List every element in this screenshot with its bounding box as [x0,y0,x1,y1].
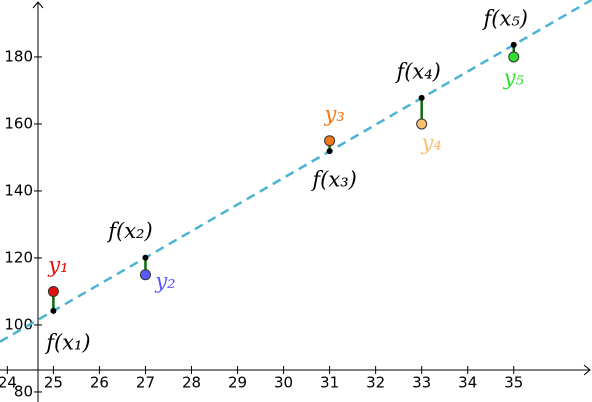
x-tick-label: 33 [412,374,431,392]
x-tick-label: 31 [320,374,339,392]
fitted-label: f(x₄) [394,59,440,83]
fitted-label: f(x₁) [44,330,90,354]
observed-label: y₅ [503,65,525,89]
observed-label: y₂ [154,269,175,293]
fitted-label: f(x₅) [482,6,528,30]
observed-label: y₁ [47,253,68,277]
x-tick-label: 35 [504,374,523,392]
x-tick-label: 30 [274,374,293,392]
observed-point [324,135,336,147]
observed-point [139,269,151,281]
observed-point [416,118,428,130]
x-tick-label: 32 [366,374,385,392]
fitted-label: f(x₃) [310,168,356,192]
y-axis-arrow [32,1,44,9]
x-tick-label: 27 [136,374,155,392]
observed-point [47,285,59,297]
fitted-point [510,41,517,48]
fitted-label: f(x₂) [106,219,152,243]
fitted-point [326,148,333,155]
fit-line [0,0,592,343]
y-tick-label: 160 [4,114,33,132]
fitted-point [142,254,149,261]
y-tick-label: 180 [4,47,33,65]
fitted-point [418,94,425,101]
y-tick-label: 100 [4,315,33,333]
x-tick-label: 25 [44,374,63,392]
y-tick-label: 120 [4,248,33,266]
x-tick-label: 24 [0,374,17,392]
y-tick-label: 140 [4,181,33,199]
fitted-point [50,307,57,314]
observed-label: y₄ [421,130,442,154]
x-tick-label: 28 [182,374,201,392]
observed-label: y₃ [323,102,344,126]
y-tick-label: 80 [14,382,33,400]
x-tick-label: 34 [458,374,477,392]
x-tick-label: 29 [228,374,247,392]
x-tick-label: 26 [90,374,109,392]
x-axis-arrow [583,364,591,376]
observed-point [508,51,520,63]
